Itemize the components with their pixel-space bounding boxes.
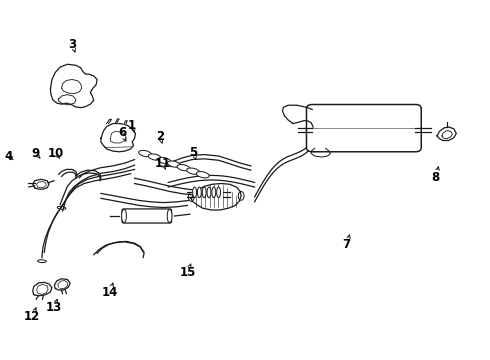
Ellipse shape <box>187 168 199 174</box>
Text: 10: 10 <box>47 147 63 160</box>
Text: 4: 4 <box>4 149 13 162</box>
Polygon shape <box>124 121 127 125</box>
Text: 11: 11 <box>154 157 171 170</box>
Ellipse shape <box>38 260 46 262</box>
Ellipse shape <box>139 150 151 157</box>
Ellipse shape <box>122 209 126 223</box>
Text: 13: 13 <box>46 301 62 314</box>
FancyBboxPatch shape <box>122 209 172 223</box>
Ellipse shape <box>168 161 180 167</box>
FancyBboxPatch shape <box>306 104 421 152</box>
Text: 7: 7 <box>343 238 351 251</box>
Text: 3: 3 <box>69 38 76 51</box>
Polygon shape <box>107 119 112 123</box>
Text: 2: 2 <box>156 130 164 143</box>
Text: 8: 8 <box>432 171 440 184</box>
Text: 1: 1 <box>128 119 136 132</box>
Ellipse shape <box>212 187 216 198</box>
Ellipse shape <box>197 187 201 198</box>
Text: 12: 12 <box>24 310 40 323</box>
Text: 5: 5 <box>190 146 198 159</box>
Ellipse shape <box>57 206 66 210</box>
Ellipse shape <box>167 209 172 223</box>
Text: 9: 9 <box>31 147 40 160</box>
Text: 14: 14 <box>101 286 118 299</box>
Ellipse shape <box>202 187 206 198</box>
Ellipse shape <box>177 165 190 171</box>
Ellipse shape <box>188 193 194 201</box>
Ellipse shape <box>193 187 196 198</box>
Ellipse shape <box>217 187 221 198</box>
Text: 6: 6 <box>118 126 126 139</box>
Ellipse shape <box>238 192 244 200</box>
Ellipse shape <box>196 172 209 178</box>
Ellipse shape <box>148 154 161 160</box>
Text: 15: 15 <box>179 266 196 279</box>
Polygon shape <box>115 119 119 123</box>
Ellipse shape <box>207 187 211 198</box>
Ellipse shape <box>158 157 171 164</box>
